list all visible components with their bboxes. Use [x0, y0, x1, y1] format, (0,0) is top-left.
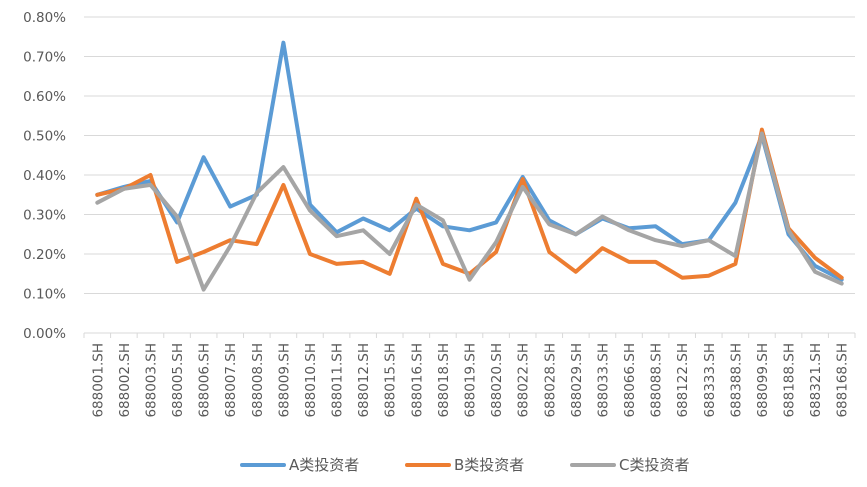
x-axis-ticks: 688001.SH 688002.SH 688003.SH 688005.SH 6880… — [83, 333, 856, 418]
legend-label: C类投资者 — [619, 456, 689, 474]
x-tick-label: 688015.SH — [383, 343, 399, 418]
x-tick-label: 688005.SH — [170, 343, 186, 418]
x-tick-label: 688168.SH — [835, 343, 851, 418]
x-tick-label: 688007.SH — [223, 343, 239, 418]
x-tick-label: 688321.SH — [808, 343, 824, 418]
x-tick-label: 688122.SH — [675, 343, 691, 418]
y-tick-label: 0.20% — [23, 247, 66, 263]
x-tick-label: 688066.SH — [622, 343, 638, 418]
x-tick-label: 688003.SH — [143, 343, 159, 418]
x-tick-label: 688002.SH — [117, 343, 133, 418]
y-axis-ticks: 0.00% 0.10% 0.20% 0.30% 0.40% 0.50% 0.60% 0.70%… — [23, 10, 66, 342]
x-tick-label: 688018.SH — [436, 343, 452, 418]
x-tick-label: 688022.SH — [516, 343, 532, 418]
x-tick-label: 688099.SH — [755, 343, 771, 418]
x-tick-label: 688008.SH — [250, 343, 266, 418]
legend-item: A类投资者 — [240, 456, 359, 474]
x-tick-label: 688012.SH — [356, 343, 372, 418]
x-tick-label: 688001.SH — [90, 343, 106, 418]
series-lines — [95, 40, 844, 292]
gridlines — [84, 16, 855, 334]
legend-item: C类投资者 — [570, 456, 689, 474]
legend-label: B类投资者 — [454, 456, 524, 474]
y-tick-label: 0.50% — [23, 129, 66, 145]
x-tick-label: 688011.SH — [330, 343, 346, 418]
x-tick-label: 688028.SH — [542, 343, 558, 418]
series-line-3 — [95, 131, 844, 292]
y-tick-label: 0.00% — [23, 326, 66, 342]
y-tick-label: 0.60% — [23, 89, 66, 105]
y-tick-label: 0.10% — [23, 287, 66, 303]
x-tick-label: 688029.SH — [569, 343, 585, 418]
y-tick-label: 0.30% — [23, 208, 66, 224]
x-tick-label: 688333.SH — [702, 343, 718, 418]
series-line-2 — [95, 127, 844, 280]
series-line-1 — [95, 40, 844, 282]
legend: A类投资者 B类投资者 C类投资者 — [240, 456, 689, 474]
x-tick-label: 688188.SH — [782, 343, 798, 418]
x-tick-label: 688388.SH — [728, 343, 744, 418]
x-tick-label: 688006.SH — [197, 343, 213, 418]
x-tick-label: 688020.SH — [489, 343, 505, 418]
x-tick-label: 688009.SH — [276, 343, 292, 418]
y-tick-label: 0.70% — [23, 50, 66, 66]
y-tick-label: 0.40% — [23, 168, 66, 184]
x-tick-label: 688019.SH — [463, 343, 479, 418]
x-tick-label: 688010.SH — [303, 343, 319, 418]
legend-label: A类投资者 — [289, 456, 359, 474]
legend-item: B类投资者 — [405, 456, 524, 474]
x-tick-label: 688088.SH — [649, 343, 665, 418]
x-tick-label: 688033.SH — [595, 343, 611, 418]
y-tick-label: 0.80% — [23, 10, 66, 26]
x-tick-label: 688016.SH — [409, 343, 425, 418]
